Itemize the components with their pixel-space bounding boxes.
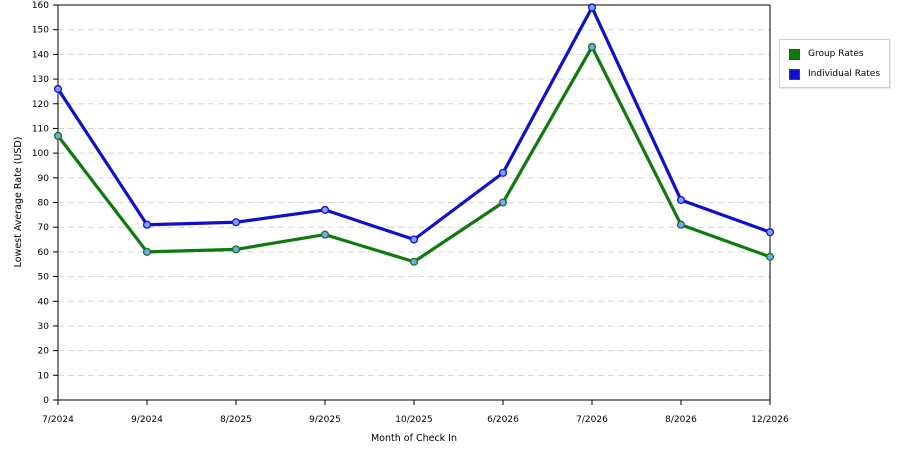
data-point-group-rates [498,198,508,207]
data-point-group-rates [409,257,419,266]
legend-swatch-individual-rates [789,68,800,80]
y-tick-label: 10 [38,371,50,381]
series-lines [53,3,775,266]
x-tick-label: 8/2026 [665,415,697,425]
y-tick-label: 30 [38,322,50,332]
data-point-individual-rates [498,168,508,177]
legend-label-individual-rates: Individual Rates [808,69,881,79]
legend-label-group-rates: Group Rates [808,49,864,59]
data-point-individual-rates [676,195,686,205]
data-point-individual-rates [409,235,419,244]
legend-swatch-group-rates [789,48,800,60]
y-tick-label: 100 [32,149,49,159]
x-axis-ticks: 7/2024 9/2024 8/2025 9/2025 10/2025 6/2026 7/2… [42,400,789,425]
x-axis-title: Month of Check In [371,433,457,444]
data-point-group-rates [231,245,241,254]
data-point-group-rates [53,131,63,140]
y-tick-label: 160 [32,1,49,11]
x-tick-label: 7/2024 [42,415,74,425]
y-tick-label: 90 [38,174,50,184]
y-axis-title: Lowest Average Rate (USD) [13,137,24,268]
data-point-individual-rates [765,228,775,237]
y-tick-label: 140 [32,50,49,60]
y-tick-label: 20 [38,347,50,357]
x-tick-label: 9/2024 [131,415,163,425]
y-tick-label: 120 [32,100,49,110]
x-tick-label: 9/2025 [309,415,341,425]
x-tick-label: 12/2026 [751,415,789,425]
legend-item-individual-rates: Individual Rates [789,67,880,81]
y-tick-label: 60 [38,248,50,258]
x-tick-label: 10/2025 [395,415,432,425]
x-tick-label: 8/2025 [220,415,252,425]
data-point-group-rates [587,42,597,52]
data-point-individual-rates [231,218,241,227]
legend-item-group-rates: Group Rates [789,47,864,61]
data-point-group-rates [765,252,775,261]
y-tick-label: 130 [32,75,49,85]
chart-legend: Group Rates Individual Rates [779,39,890,88]
y-tick-label: 80 [38,199,50,209]
y-tick-label: 0 [43,396,49,406]
data-point-individual-rates [53,84,63,93]
data-point-group-rates [320,230,330,239]
y-tick-label: 70 [38,223,50,233]
data-point-group-rates [142,247,152,256]
y-tick-label: 50 [38,273,50,283]
series-line-individual-rates [56,5,772,242]
y-tick-label: 110 [32,124,49,134]
data-point-individual-rates [142,220,152,229]
x-tick-label: 7/2026 [576,415,608,425]
y-axis-ticks: 0 10 20 30 40 50 60 70 80 90 100 110 120 130 140 150 160 [32,1,58,406]
data-point-individual-rates [320,205,330,214]
data-point-group-rates [676,220,686,229]
data-point-individual-rates [587,3,597,12]
y-tick-label: 150 [32,26,49,36]
y-tick-label: 40 [38,297,50,307]
x-tick-label: 6/2026 [487,415,519,425]
